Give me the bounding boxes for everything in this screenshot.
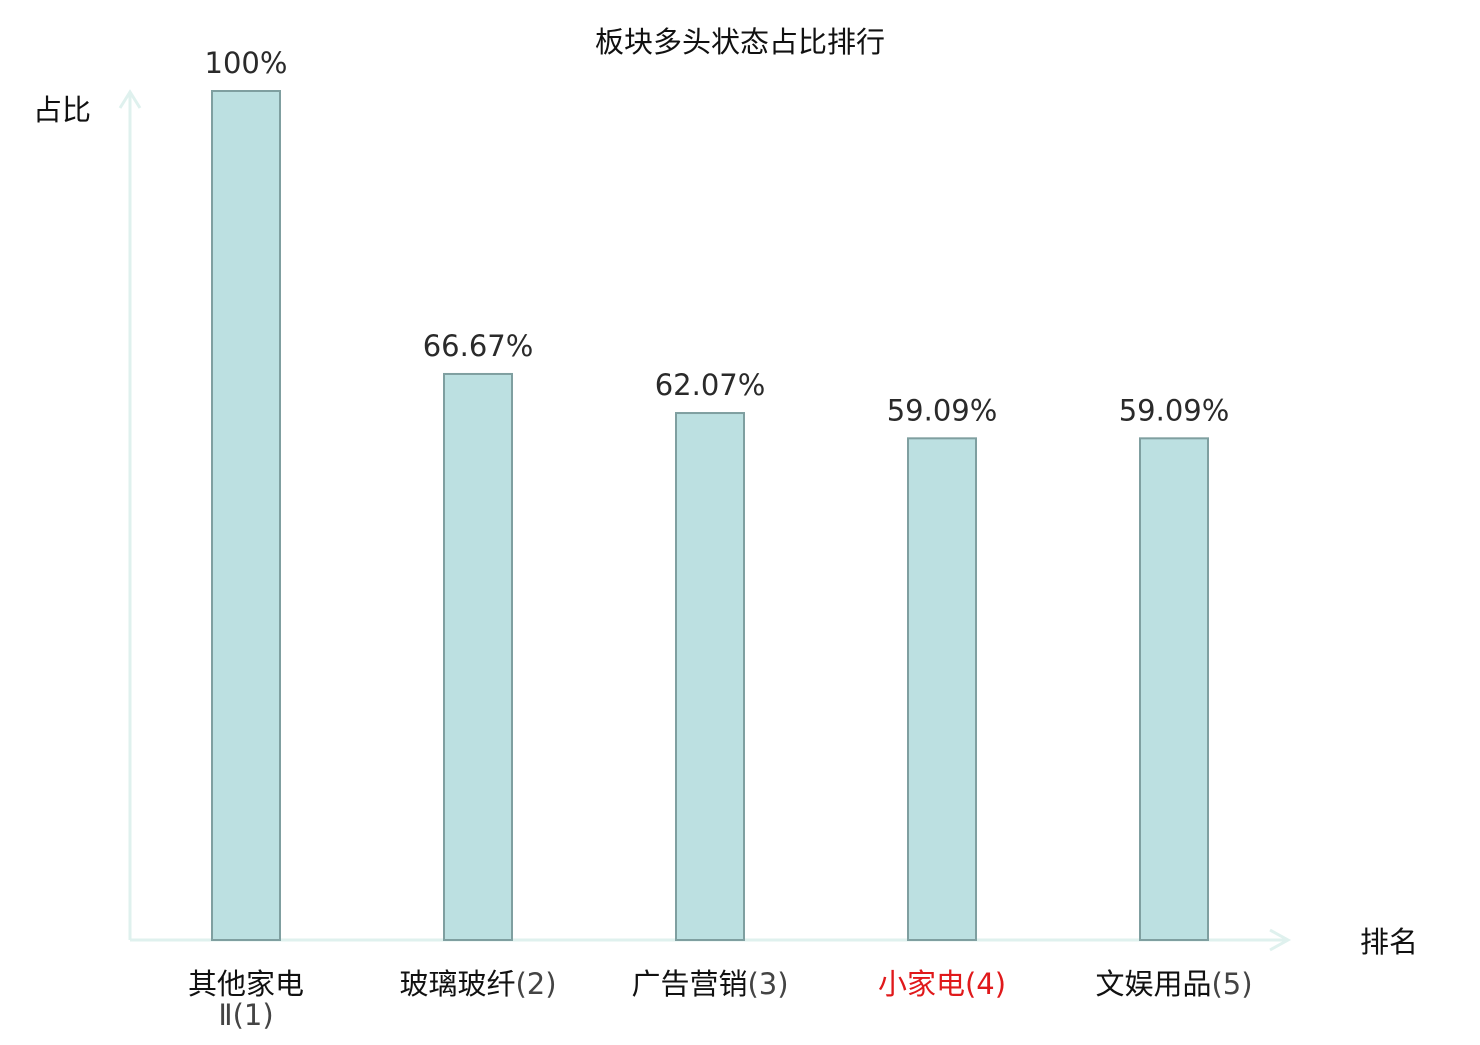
x-tick-label-line-2: Ⅱ(1)	[218, 998, 273, 1032]
x-tick-label: 文娱用品(5)	[1095, 967, 1252, 1001]
x-axis-arrow	[1269, 928, 1292, 952]
x-tick-label: 玻璃玻纤(2)	[399, 967, 556, 1001]
x-tick-label: 小家电(4)	[878, 967, 1006, 1001]
x-axis-label: 排名	[1360, 925, 1418, 959]
data-label: 100%	[205, 46, 288, 80]
value-labels-group: 100% 66.67% 62.07% 59.09% 59.09%	[205, 46, 1230, 427]
bar	[675, 412, 745, 941]
data-label: 59.09%	[1119, 393, 1230, 427]
bar	[211, 90, 281, 941]
bar	[443, 372, 513, 942]
bars-group	[211, 90, 1209, 942]
bar	[907, 437, 977, 941]
data-label: 59.09%	[887, 393, 998, 427]
y-axis-arrow	[118, 89, 142, 109]
data-label: 66.67%	[423, 329, 534, 363]
x-tick-label: 其他家电	[188, 967, 304, 1001]
chart-title: 板块多头状态占比排行	[595, 25, 885, 59]
bar	[1139, 437, 1209, 941]
y-axis-label: 占比	[33, 93, 91, 127]
x-tick-label: 广告营销(3)	[631, 967, 788, 1001]
data-label: 62.07%	[655, 368, 766, 402]
